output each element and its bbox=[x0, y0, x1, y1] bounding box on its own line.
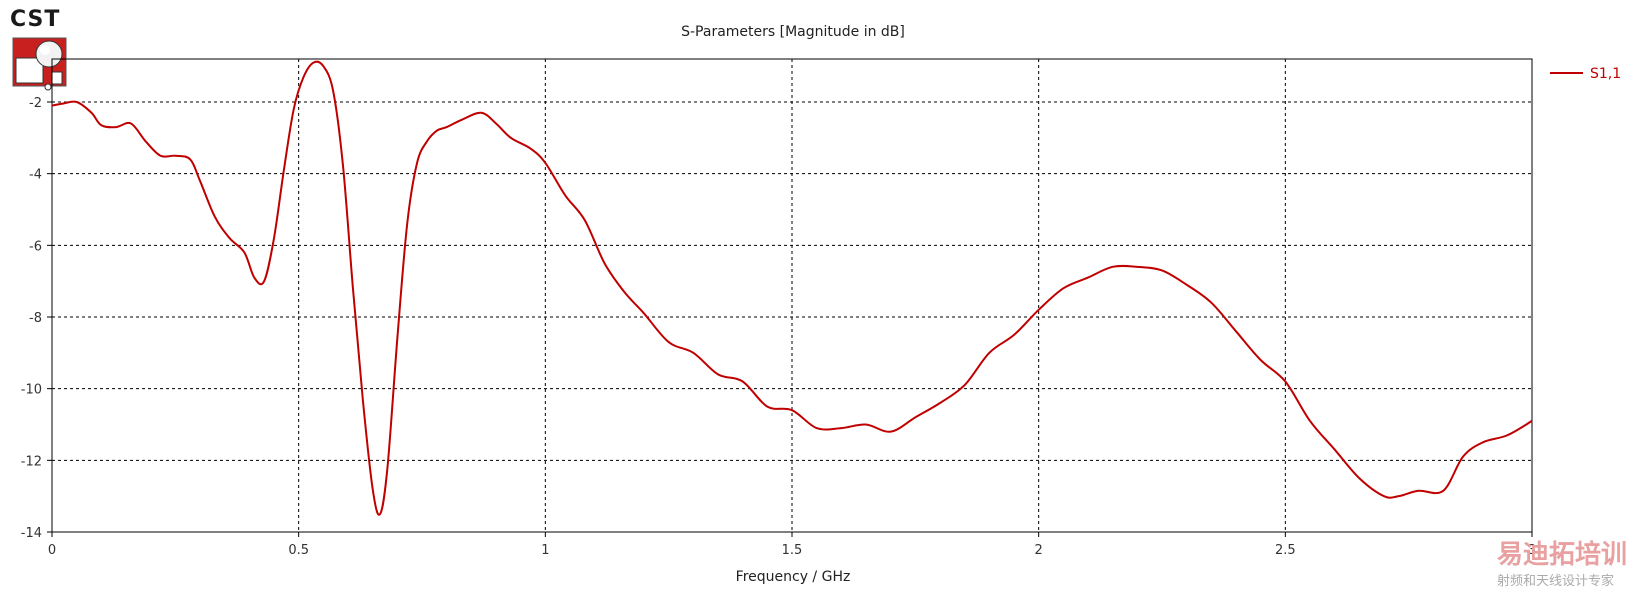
x-tick-label: 2 bbox=[1035, 543, 1043, 558]
y-tick-label: -8 bbox=[29, 311, 42, 326]
y-tick-label: -14 bbox=[21, 526, 42, 541]
series-group bbox=[51, 60, 1533, 516]
chart-title: S-Parameters [Magnitude in dB] bbox=[681, 24, 905, 40]
y-tick-label: -12 bbox=[21, 454, 42, 469]
x-tick-label: 1.5 bbox=[782, 543, 803, 558]
logo-text: CST bbox=[10, 7, 60, 32]
cst-logo: CST bbox=[10, 7, 67, 91]
x-tick-label: 0 bbox=[48, 543, 56, 558]
y-tick-label: -4 bbox=[29, 168, 42, 183]
watermark: 易迪拓培训 射频和天线设计专家 bbox=[1497, 540, 1627, 589]
logo-icon bbox=[12, 37, 67, 91]
x-tick-label: 0.5 bbox=[288, 543, 309, 558]
series-line-s11 bbox=[51, 60, 1533, 516]
x-tick-label: 3 bbox=[1528, 543, 1536, 558]
legend: S1,1 bbox=[1550, 66, 1621, 82]
x-tick-label: 2.5 bbox=[1275, 543, 1296, 558]
y-tick-label: -6 bbox=[29, 239, 42, 254]
grid bbox=[52, 59, 1532, 532]
x-axis-ticks: 0 0.5 1 1.5 2 2.5 3 bbox=[48, 532, 1536, 558]
watermark-title: 易迪拓培训 bbox=[1497, 540, 1627, 570]
watermark-subtitle: 射频和天线设计专家 bbox=[1497, 573, 1614, 589]
x-tick-label: 1 bbox=[541, 543, 549, 558]
y-tick-label: -10 bbox=[21, 383, 42, 398]
x-axis-title: Frequency / GHz bbox=[736, 569, 851, 585]
legend-label-s11: S1,1 bbox=[1590, 66, 1621, 82]
y-tick-label: -2 bbox=[29, 96, 42, 111]
y-axis-ticks: -14 -12 -10 -8 -6 -4 -2 bbox=[21, 96, 52, 541]
